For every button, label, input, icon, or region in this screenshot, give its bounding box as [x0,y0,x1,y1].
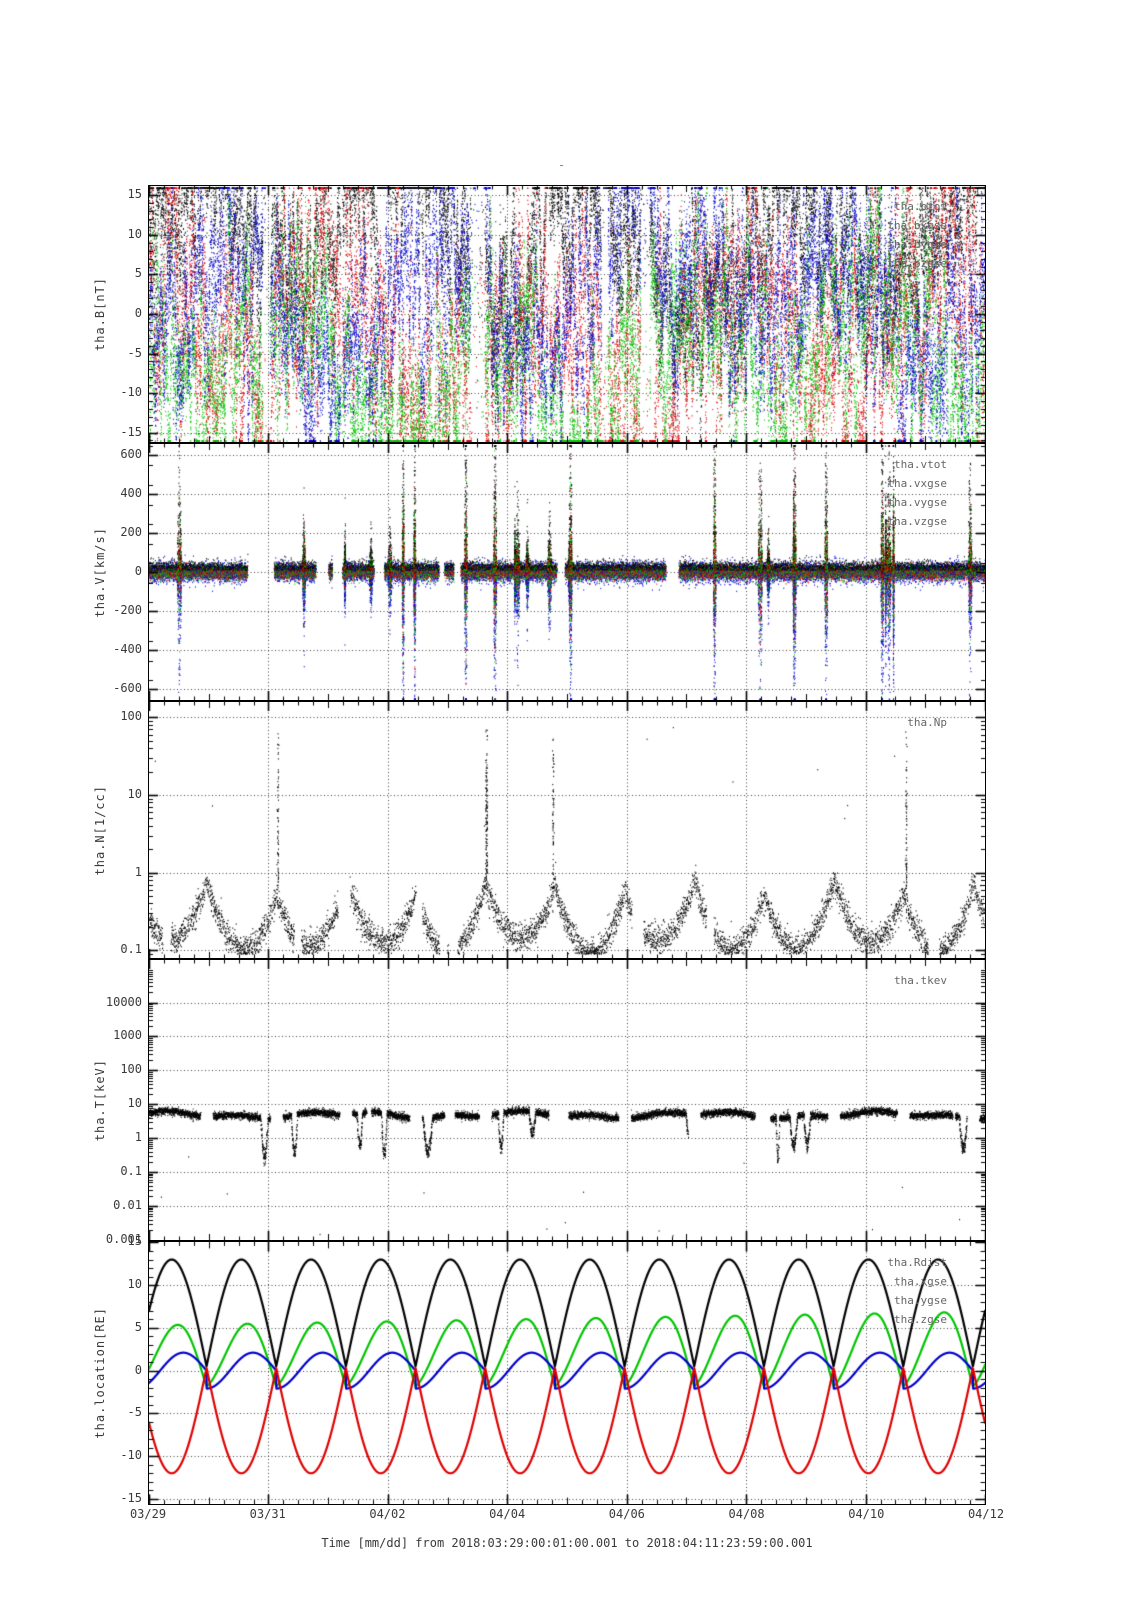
x-tick-label: 04/02 [369,1507,406,1521]
x-tick-label: 04/08 [728,1507,765,1521]
y-tick-label: 100 [120,1062,142,1077]
y-tick-label: 0.1 [120,1164,142,1179]
plot-canvas-loc [149,1242,985,1504]
legend-entry: tha.tkev [894,974,947,987]
legend-entry: tha.Rdist [887,1256,947,1269]
y-tick-label: -10 [120,1448,142,1463]
legend-b: tha.btot tha.bxgse tha.bygse tha.bzgse [887,197,947,273]
y-tick-label: -5 [127,345,142,360]
y-tick-label: 0 [134,564,142,578]
legend-entry: tha.bzgse [887,257,947,270]
legend-entry: tha.vxgse [887,477,947,490]
legend-n: tha.Np [907,713,947,732]
legend-entry: tha.xgse [894,1275,947,1288]
y-tick-label: 0.01 [113,1198,142,1213]
legend-entry: tha.zgse [894,1313,947,1326]
y-tick-label: 600 [120,446,142,461]
y-tick-label: 1 [134,1130,142,1145]
y-tick-label: 0.001 [105,1232,142,1246]
y-tick-label: -15 [120,424,142,439]
y-axis-n: tha.N[1/cc] [91,702,109,958]
x-tick-label: 03/31 [249,1507,286,1521]
legend-entry: tha.vygse [887,496,947,509]
y-tick-label: 0 [134,306,142,320]
legend-loc: tha.Rdist tha.xgse tha.ygse tha.zgse [887,1253,947,1329]
panel-t: tha.T[keV] tha.tkev [93,959,986,1241]
y-tick-label: 0 [134,1362,142,1377]
legend-entry: tha.Np [907,716,947,729]
plot-canvas-b [149,186,985,442]
legend-entry: tha.bxgse [887,219,947,232]
x-tick-label: 04/06 [608,1507,645,1521]
panel-b: tha.B[nT] tha.btot tha.bxgse tha.bygse t… [93,185,986,443]
legend-entry: tha.vtot [894,458,947,471]
y-tick-label: -15 [120,1490,142,1505]
y-tick-label: -200 [113,603,142,618]
legend-entry: tha.vzgse [887,515,947,528]
x-tick-label: 03/29 [129,1507,167,1521]
window-title-dash: - [558,158,566,172]
y-tick-label: -600 [113,681,142,696]
y-tick-label: 0.1 [120,942,142,957]
plot-canvas-n [149,702,985,958]
y-tick-label: 400 [120,485,142,500]
y-tick-label: 200 [120,524,142,539]
y-tick-label: 10 [127,226,142,241]
legend-entry: tha.ygse [894,1294,947,1307]
y-tick-label: 1 [134,864,142,879]
y-tick-label: 15 [127,187,142,202]
legend-v: tha.vtot tha.vxgse tha.vygse tha.vzgse [887,455,947,531]
y-tick-label: 1000 [113,1028,142,1043]
y-tick-label: 5 [134,1319,142,1334]
y-tick-label: 100 [120,709,142,724]
y-tick-label: -5 [127,1405,142,1420]
y-tick-label: 10 [127,1096,142,1111]
panel-loc: tha.location[RE] tha.Rdist tha.xgse tha.… [93,1241,986,1505]
panel-n: tha.N[1/cc] tha.Np [93,701,986,959]
legend-t: tha.tkev [894,971,947,990]
y-tick-label: 5 [134,266,142,281]
x-axis-title: Time [mm/dd] from 2018:03:29:00:01:00.00… [321,1536,813,1550]
x-tick-label: 04/04 [489,1507,526,1521]
y-tick-label: -10 [120,385,142,399]
x-tick-label: 04/10 [848,1507,885,1521]
y-tick-label: 10000 [105,994,142,1009]
x-tick-label: 04/12 [967,1507,1005,1521]
y-tick-label: 10 [127,786,142,801]
y-tick-label: 10 [127,1277,142,1292]
legend-entry: tha.bygse [887,238,947,251]
panel-v: tha.V[km/s] tha.vtot tha.vxgse tha.vygse… [93,443,986,701]
y-tick-label: 15 [127,1234,142,1249]
plot-canvas-v [149,444,985,700]
legend-entry: tha.btot [894,200,947,213]
plot-canvas-t [149,960,985,1240]
y-tick-label: -400 [113,642,142,657]
